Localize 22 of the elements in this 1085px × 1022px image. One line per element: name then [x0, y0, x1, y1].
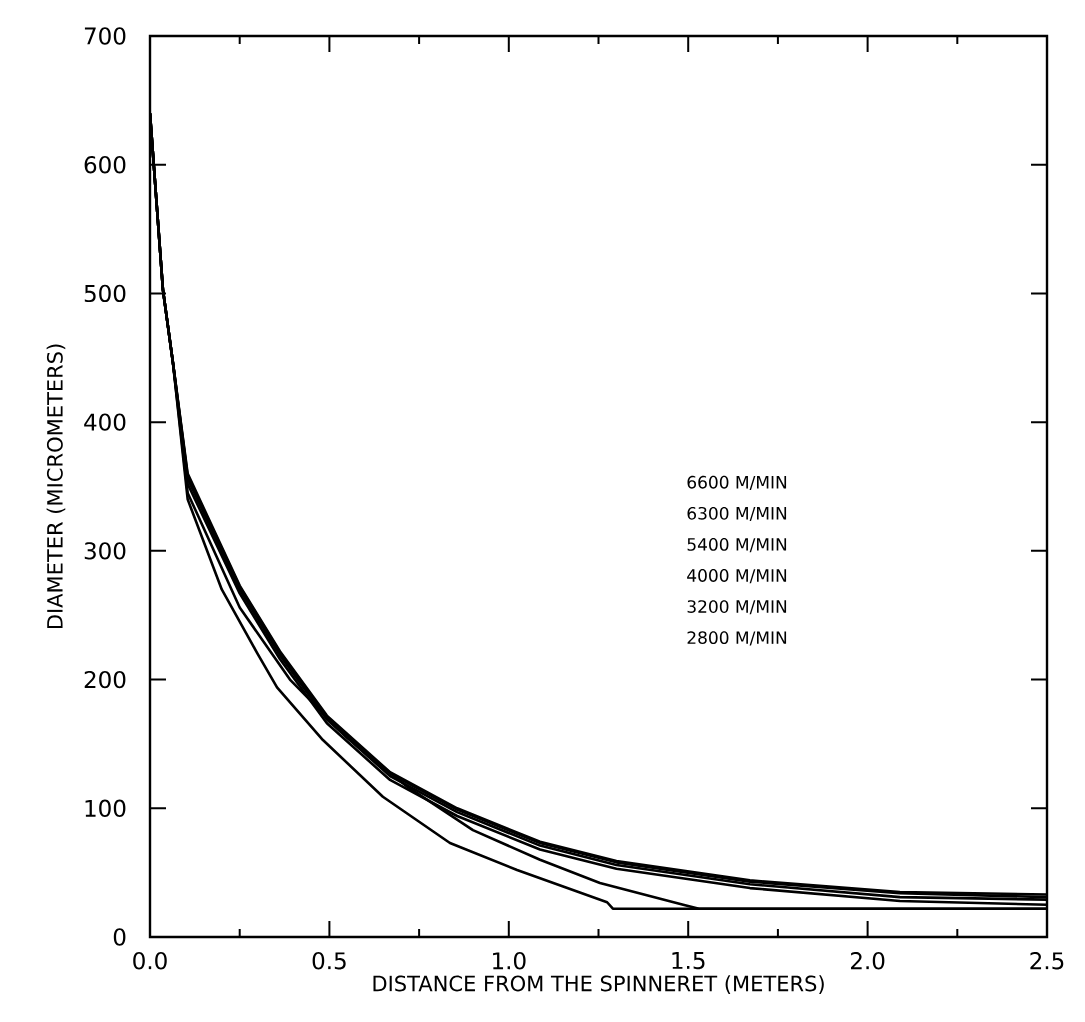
y-tick-label: 600: [84, 156, 126, 174]
y-tick-label: 500: [84, 284, 126, 303]
annotation: 3200 M/MIN: [687, 600, 787, 615]
x-tick-label: 2.0: [851, 952, 885, 970]
y-axis-title: DIAMETER (MICROMETERS): [46, 344, 66, 629]
y-tick-label: 300: [84, 542, 126, 560]
y-tick-label: 200: [84, 670, 126, 689]
x-tick-label: 0.0: [133, 952, 167, 970]
annotation: 4000 M/MIN: [687, 569, 787, 584]
annotation: 6600 M/MIN: [687, 475, 787, 490]
y-tick-label: 400: [84, 413, 126, 431]
annotation: 2800 M/MIN: [687, 631, 787, 646]
y-tick-label: 700: [84, 27, 126, 45]
annotation: 5400 M/MIN: [687, 537, 787, 553]
x-tick-label: 0.5: [312, 952, 346, 970]
y-tick-label: 100: [85, 799, 126, 817]
annotation: 6300 M/MIN: [687, 506, 787, 522]
x-axis-title: DISTANCE FROM THE SPINNERET (METERS): [373, 975, 824, 994]
x-tick-label: 1.5: [672, 952, 705, 970]
y-tick-label: 0: [113, 928, 126, 946]
x-tick-label: 1.0: [493, 952, 526, 970]
x-tick-label: 2.5: [1030, 952, 1064, 970]
